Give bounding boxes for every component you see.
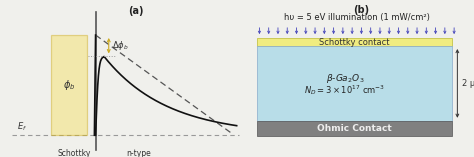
Bar [257,38,452,46]
Bar [257,46,452,121]
Text: $E_f$: $E_f$ [17,120,27,133]
Text: (b): (b) [353,5,369,15]
Text: $\beta$-Ga$_2$O$_3$: $\beta$-Ga$_2$O$_3$ [326,72,364,85]
Text: Ohmic Contact: Ohmic Contact [317,124,392,133]
Text: $N_D = 3 \times 10^{17}\ \mathrm{cm}^{-3}$: $N_D = 3 \times 10^{17}\ \mathrm{cm}^{-3… [304,83,385,97]
Text: Schottky contact: Schottky contact [319,38,390,47]
Text: 2 μm: 2 μm [462,79,474,88]
Bar [51,35,87,135]
Text: $\Delta\phi_b$: $\Delta\phi_b$ [112,39,129,52]
Bar [257,121,452,136]
Text: Schottky
Metal: Schottky Metal [57,149,91,157]
Text: n-type
β-Ga₂O₃: n-type β-Ga₂O₃ [123,149,154,157]
Text: (a): (a) [128,6,144,16]
Text: hυ = 5 eV illumination (1 mW/cm²): hυ = 5 eV illumination (1 mW/cm²) [284,13,430,22]
Text: $\phi_b$: $\phi_b$ [63,78,75,92]
